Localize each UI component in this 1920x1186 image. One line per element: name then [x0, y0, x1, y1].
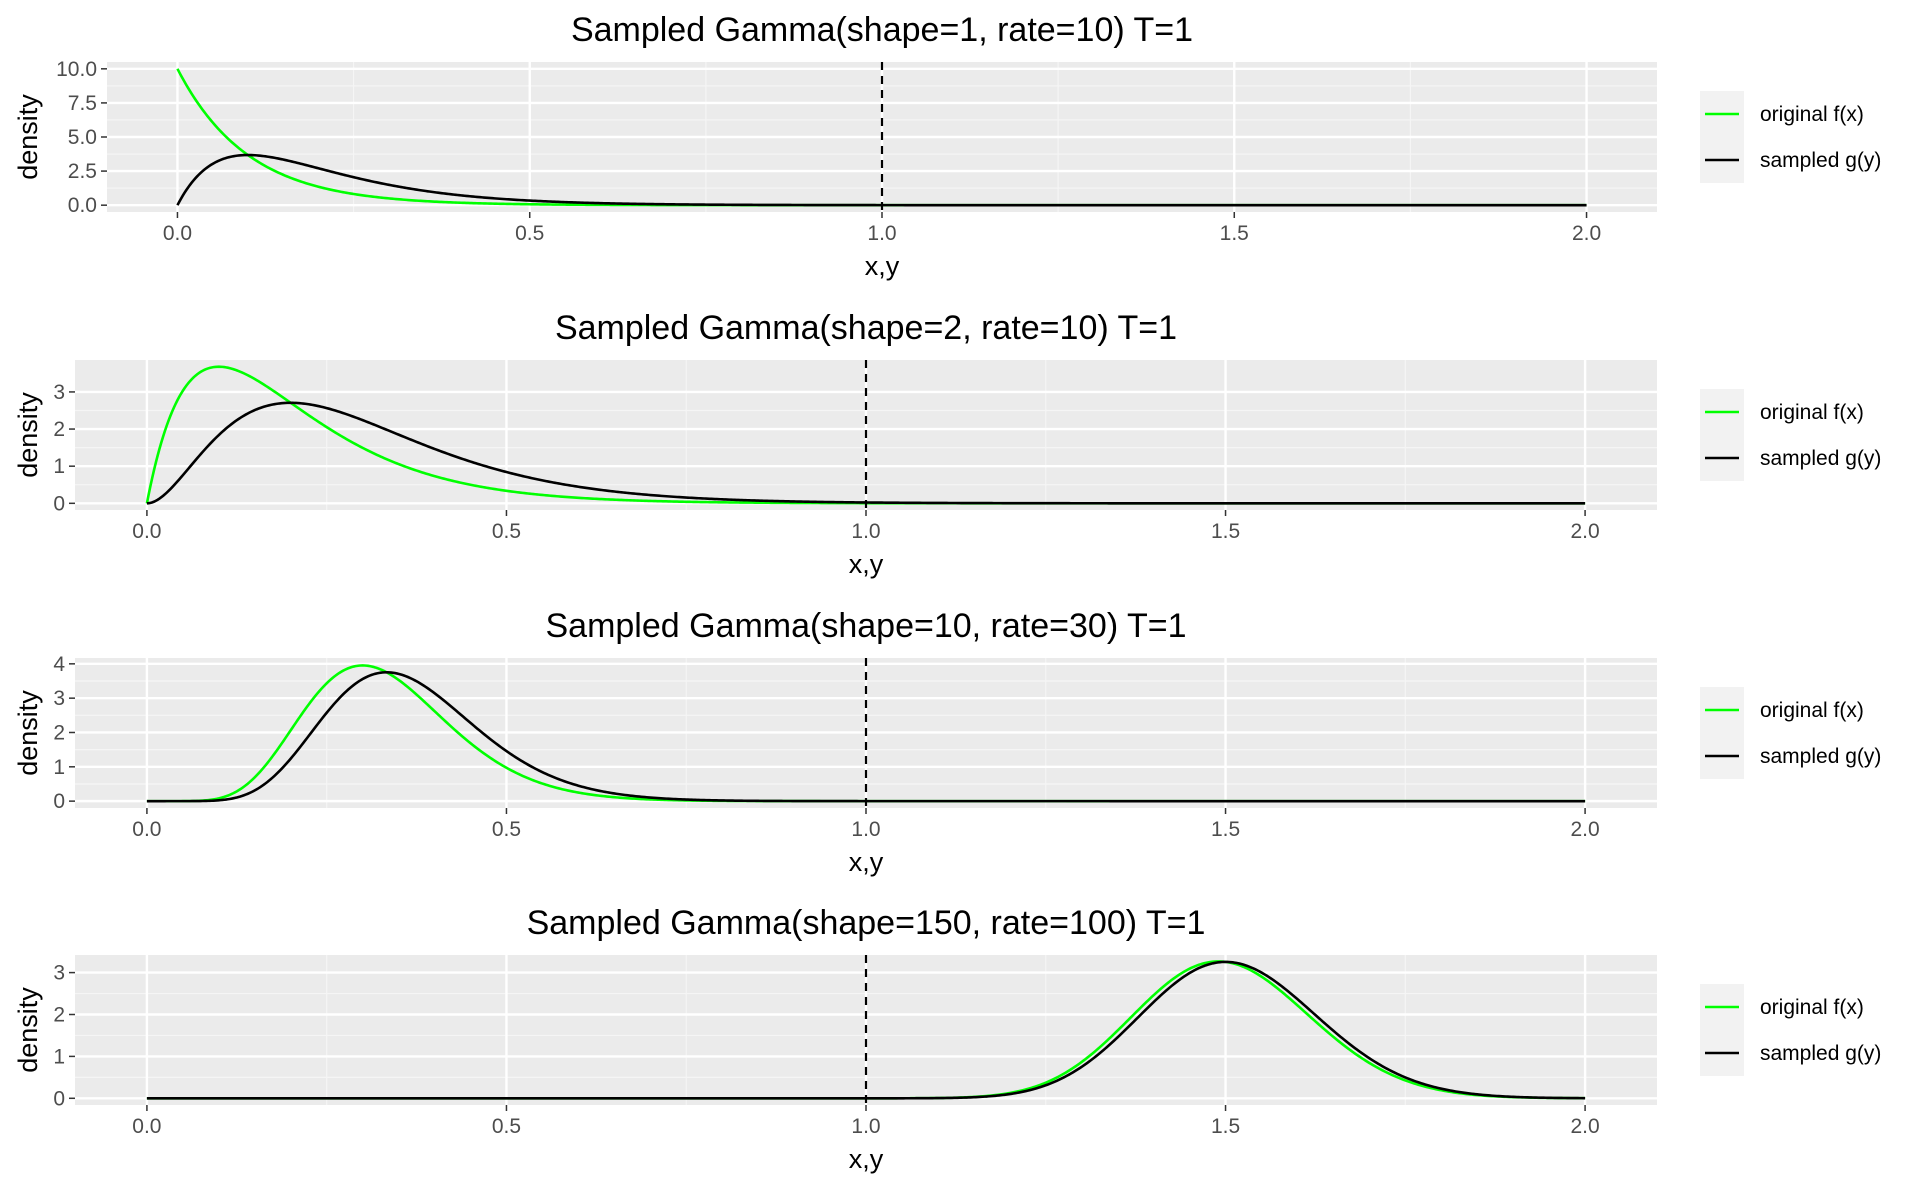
- x-tick-label: 0.0: [163, 222, 192, 245]
- legend-label: original f(x): [1760, 699, 1864, 722]
- legend: original f(x) sampled g(y): [1700, 984, 1881, 1076]
- x-tick-label: 1.5: [1211, 1115, 1240, 1138]
- x-tick-label: 0.5: [492, 818, 521, 841]
- chart-title: Sampled Gamma(shape=10, rate=30) T=1: [545, 607, 1186, 645]
- x-tick-label: 0.0: [132, 1115, 161, 1138]
- x-tick-label: 0.0: [132, 520, 161, 543]
- y-tick-label: 2: [53, 1003, 65, 1026]
- legend: original f(x) sampled g(y): [1700, 91, 1881, 183]
- legend-label: sampled g(y): [1760, 447, 1881, 470]
- y-tick-label: 7.5: [68, 92, 97, 115]
- x-axis-title: x,y: [849, 549, 884, 579]
- x-tick-label: 2.0: [1570, 1115, 1599, 1138]
- y-tick-label: 1: [53, 1045, 65, 1068]
- y-tick-label: 3: [53, 687, 65, 710]
- x-tick-label: 0.5: [515, 222, 544, 245]
- x-tick-label: 0.5: [492, 520, 521, 543]
- legend-label: sampled g(y): [1760, 1042, 1881, 1065]
- x-axis-title: x,y: [849, 1144, 884, 1174]
- y-axis-title: density: [13, 392, 43, 478]
- y-axis-title: density: [13, 690, 43, 776]
- x-tick-label: 1.5: [1211, 520, 1240, 543]
- y-tick-label: 3: [53, 962, 65, 985]
- legend-label: original f(x): [1760, 103, 1864, 126]
- y-tick-label: 2: [53, 721, 65, 744]
- y-tick-label: 0: [53, 790, 65, 813]
- x-tick-label: 1.5: [1220, 222, 1249, 245]
- x-tick-label: 1.5: [1211, 818, 1240, 841]
- x-axis-title: x,y: [849, 847, 884, 877]
- legend-label: sampled g(y): [1760, 149, 1881, 172]
- chart-panel-1: 0.0 0.5 1.0 1.5 2.0 0.0 2.5 5.0 7.5 10.0 Sampled G…: [13, 11, 1881, 281]
- x-tick-label: 1.0: [851, 1115, 880, 1138]
- chart-title: Sampled Gamma(shape=1, rate=10) T=1: [571, 11, 1193, 49]
- x-tick-label: 1.0: [867, 222, 896, 245]
- x-tick-label: 2.0: [1572, 222, 1601, 245]
- y-tick-label: 2.5: [68, 160, 97, 183]
- legend-label: original f(x): [1760, 401, 1864, 424]
- y-tick-label: 4: [53, 653, 65, 676]
- x-tick-label: 1.0: [851, 818, 880, 841]
- y-tick-label: 10.0: [56, 58, 97, 81]
- x-tick-label: 1.0: [851, 520, 880, 543]
- chart-panel-3: 0.0 0.5 1.0 1.5 2.0 0 1 2 3 4 Sampled Gamma(shape=…: [13, 607, 1881, 877]
- chart-title: Sampled Gamma(shape=2, rate=10) T=1: [555, 309, 1177, 347]
- chart-panel-4: 0.0 0.5 1.0 1.5 2.0 0 1 2 3 Sampled Gamma(shape=1…: [13, 904, 1881, 1174]
- y-tick-label: 0: [53, 492, 65, 515]
- y-tick-label: 5.0: [68, 126, 97, 149]
- legend-label: sampled g(y): [1760, 745, 1881, 768]
- x-tick-label: 2.0: [1570, 818, 1599, 841]
- x-tick-label: 0.0: [132, 818, 161, 841]
- y-tick-label: 3: [53, 381, 65, 404]
- x-tick-label: 0.5: [492, 1115, 521, 1138]
- chart-panel-2: 0.0 0.5 1.0 1.5 2.0 0 1 2 3 Sampled Gamma(shape=2…: [13, 309, 1881, 579]
- y-tick-label: 0: [53, 1087, 65, 1110]
- chart-title: Sampled Gamma(shape=150, rate=100) T=1: [527, 904, 1206, 942]
- y-tick-label: 1: [53, 455, 65, 478]
- y-axis-title: density: [13, 987, 43, 1073]
- y-tick-label: 0.0: [68, 194, 97, 217]
- x-axis-title: x,y: [865, 251, 900, 281]
- legend: original f(x) sampled g(y): [1700, 687, 1881, 779]
- y-tick-label: 2: [53, 418, 65, 441]
- y-tick-label: 1: [53, 756, 65, 779]
- legend: original f(x) sampled g(y): [1700, 389, 1881, 481]
- x-tick-label: 2.0: [1570, 520, 1599, 543]
- legend-label: original f(x): [1760, 996, 1864, 1019]
- y-axis-title: density: [13, 94, 43, 180]
